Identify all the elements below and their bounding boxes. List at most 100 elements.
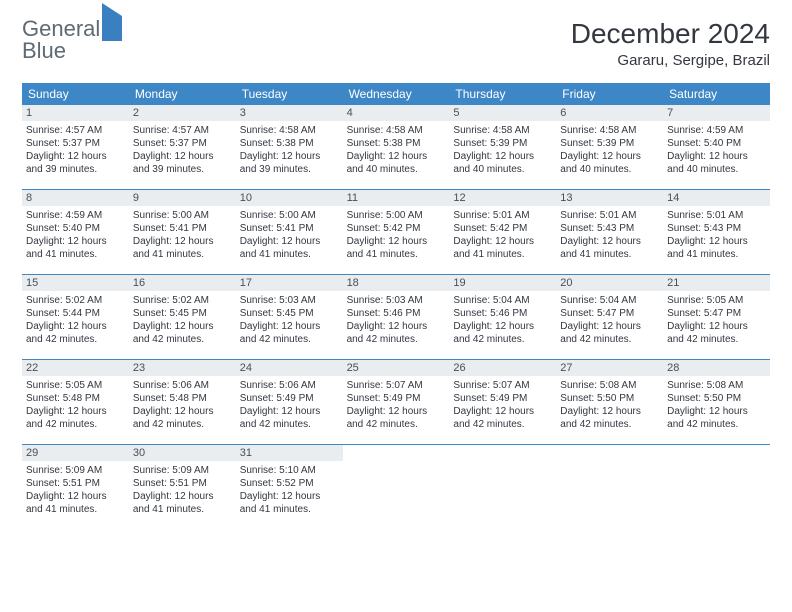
- daylight-label: Daylight: 12 hours and 41 minutes.: [560, 235, 659, 261]
- sunset-label: Sunset: 5:43 PM: [667, 222, 766, 235]
- day-number: 15: [22, 275, 129, 291]
- day-number: 16: [129, 275, 236, 291]
- daylight-label: Daylight: 12 hours and 42 minutes.: [453, 320, 552, 346]
- day-cell: 24Sunrise: 5:06 AMSunset: 5:49 PMDayligh…: [236, 360, 343, 444]
- sunrise-label: Sunrise: 5:05 AM: [26, 379, 125, 392]
- day-cell: [343, 445, 450, 529]
- day-number: 17: [236, 275, 343, 291]
- week-row: 29Sunrise: 5:09 AMSunset: 5:51 PMDayligh…: [22, 445, 770, 529]
- daylight-label: Daylight: 12 hours and 42 minutes.: [560, 320, 659, 346]
- day-number: 28: [663, 360, 770, 376]
- logo: General Blue: [22, 18, 122, 62]
- day-cell: 12Sunrise: 5:01 AMSunset: 5:42 PMDayligh…: [449, 190, 556, 274]
- sunset-label: Sunset: 5:40 PM: [667, 137, 766, 150]
- day-number: 25: [343, 360, 450, 376]
- day-cell: 19Sunrise: 5:04 AMSunset: 5:46 PMDayligh…: [449, 275, 556, 359]
- day-header-wednesday: Wednesday: [343, 83, 450, 105]
- sunset-label: Sunset: 5:49 PM: [453, 392, 552, 405]
- daylight-label: Daylight: 12 hours and 39 minutes.: [26, 150, 125, 176]
- daylight-label: Daylight: 12 hours and 41 minutes.: [26, 235, 125, 261]
- day-header-friday: Friday: [556, 83, 663, 105]
- day-number: 30: [129, 445, 236, 461]
- day-number: 12: [449, 190, 556, 206]
- daylight-label: Daylight: 12 hours and 42 minutes.: [133, 405, 232, 431]
- day-number: 6: [556, 105, 663, 121]
- day-cell: 14Sunrise: 5:01 AMSunset: 5:43 PMDayligh…: [663, 190, 770, 274]
- daylight-label: Daylight: 12 hours and 41 minutes.: [133, 235, 232, 261]
- day-number: 9: [129, 190, 236, 206]
- sunrise-label: Sunrise: 5:07 AM: [347, 379, 446, 392]
- day-number: 31: [236, 445, 343, 461]
- day-number: 23: [129, 360, 236, 376]
- sunset-label: Sunset: 5:42 PM: [347, 222, 446, 235]
- sunrise-label: Sunrise: 4:59 AM: [26, 209, 125, 222]
- sunrise-label: Sunrise: 5:00 AM: [133, 209, 232, 222]
- sunrise-label: Sunrise: 5:09 AM: [26, 464, 125, 477]
- sunset-label: Sunset: 5:51 PM: [26, 477, 125, 490]
- day-number: 4: [343, 105, 450, 121]
- page-header: General Blue December 2024 Gararu, Sergi…: [22, 18, 770, 69]
- daylight-label: Daylight: 12 hours and 42 minutes.: [133, 320, 232, 346]
- daylight-label: Daylight: 12 hours and 39 minutes.: [133, 150, 232, 176]
- day-cell: 8 Sunrise: 4:59 AMSunset: 5:40 PMDaylight…: [22, 190, 129, 274]
- day-cell: 6Sunrise: 4:58 AMSunset: 5:39 PMDaylight…: [556, 105, 663, 189]
- week-row: 15Sunrise: 5:02 AMSunset: 5:44 PMDayligh…: [22, 275, 770, 360]
- sunset-label: Sunset: 5:42 PM: [453, 222, 552, 235]
- day-cell: 3Sunrise: 4:58 AMSunset: 5:38 PMDaylight…: [236, 105, 343, 189]
- day-cell: 13Sunrise: 5:01 AMSunset: 5:43 PMDayligh…: [556, 190, 663, 274]
- sunset-label: Sunset: 5:48 PM: [133, 392, 232, 405]
- location-label: Gararu, Sergipe, Brazil: [571, 52, 770, 69]
- sunrise-label: Sunrise: 5:08 AM: [667, 379, 766, 392]
- day-cell: 17Sunrise: 5:03 AMSunset: 5:45 PMDayligh…: [236, 275, 343, 359]
- sunset-label: Sunset: 5:46 PM: [347, 307, 446, 320]
- day-cell: 15Sunrise: 5:02 AMSunset: 5:44 PMDayligh…: [22, 275, 129, 359]
- daylight-label: Daylight: 12 hours and 41 minutes.: [347, 235, 446, 261]
- sunset-label: Sunset: 5:40 PM: [26, 222, 125, 235]
- sunrise-label: Sunrise: 5:04 AM: [453, 294, 552, 307]
- sunrise-label: Sunrise: 5:03 AM: [347, 294, 446, 307]
- daylight-label: Daylight: 12 hours and 40 minutes.: [667, 150, 766, 176]
- sunset-label: Sunset: 5:46 PM: [453, 307, 552, 320]
- sunrise-label: Sunrise: 4:58 AM: [560, 124, 659, 137]
- daylight-label: Daylight: 12 hours and 41 minutes.: [26, 490, 125, 516]
- sunrise-label: Sunrise: 5:00 AM: [347, 209, 446, 222]
- day-cell: 30Sunrise: 5:09 AMSunset: 5:51 PMDayligh…: [129, 445, 236, 529]
- day-number: 18: [343, 275, 450, 291]
- daylight-label: Daylight: 12 hours and 39 minutes.: [240, 150, 339, 176]
- daylight-label: Daylight: 12 hours and 42 minutes.: [453, 405, 552, 431]
- sunrise-label: Sunrise: 5:01 AM: [667, 209, 766, 222]
- day-number: 29: [22, 445, 129, 461]
- sunset-label: Sunset: 5:44 PM: [26, 307, 125, 320]
- sunrise-label: Sunrise: 4:57 AM: [133, 124, 232, 137]
- sunrise-label: Sunrise: 5:01 AM: [453, 209, 552, 222]
- day-cell: 9Sunrise: 5:00 AMSunset: 5:41 PMDaylight…: [129, 190, 236, 274]
- daylight-label: Daylight: 12 hours and 41 minutes.: [667, 235, 766, 261]
- day-cell: 1Sunrise: 4:57 AMSunset: 5:37 PMDaylight…: [22, 105, 129, 189]
- day-cell: 18Sunrise: 5:03 AMSunset: 5:46 PMDayligh…: [343, 275, 450, 359]
- day-cell: 10Sunrise: 5:00 AMSunset: 5:41 PMDayligh…: [236, 190, 343, 274]
- day-number: 8: [22, 190, 129, 206]
- day-cell: 11Sunrise: 5:00 AMSunset: 5:42 PMDayligh…: [343, 190, 450, 274]
- day-number: 1: [22, 105, 129, 121]
- sunset-label: Sunset: 5:43 PM: [560, 222, 659, 235]
- daylight-label: Daylight: 12 hours and 42 minutes.: [560, 405, 659, 431]
- day-header-tuesday: Tuesday: [236, 83, 343, 105]
- sunrise-label: Sunrise: 4:59 AM: [667, 124, 766, 137]
- sunrise-label: Sunrise: 5:08 AM: [560, 379, 659, 392]
- daylight-label: Daylight: 12 hours and 42 minutes.: [667, 320, 766, 346]
- daylight-label: Daylight: 12 hours and 42 minutes.: [26, 405, 125, 431]
- day-cell: [556, 445, 663, 529]
- sunset-label: Sunset: 5:37 PM: [133, 137, 232, 150]
- day-number: 21: [663, 275, 770, 291]
- day-cell: 16Sunrise: 5:02 AMSunset: 5:45 PMDayligh…: [129, 275, 236, 359]
- sunset-label: Sunset: 5:50 PM: [667, 392, 766, 405]
- sunrise-label: Sunrise: 5:09 AM: [133, 464, 232, 477]
- day-cell: 25Sunrise: 5:07 AMSunset: 5:49 PMDayligh…: [343, 360, 450, 444]
- sunset-label: Sunset: 5:50 PM: [560, 392, 659, 405]
- day-cell: 29 Sunrise: 5:09 AMSunset: 5:51 PMDayligh…: [22, 445, 129, 529]
- daylight-label: Daylight: 12 hours and 42 minutes.: [26, 320, 125, 346]
- sunrise-label: Sunrise: 5:05 AM: [667, 294, 766, 307]
- day-cell: 27Sunrise: 5:08 AMSunset: 5:50 PMDayligh…: [556, 360, 663, 444]
- daylight-label: Daylight: 12 hours and 42 minutes.: [667, 405, 766, 431]
- sunset-label: Sunset: 5:49 PM: [347, 392, 446, 405]
